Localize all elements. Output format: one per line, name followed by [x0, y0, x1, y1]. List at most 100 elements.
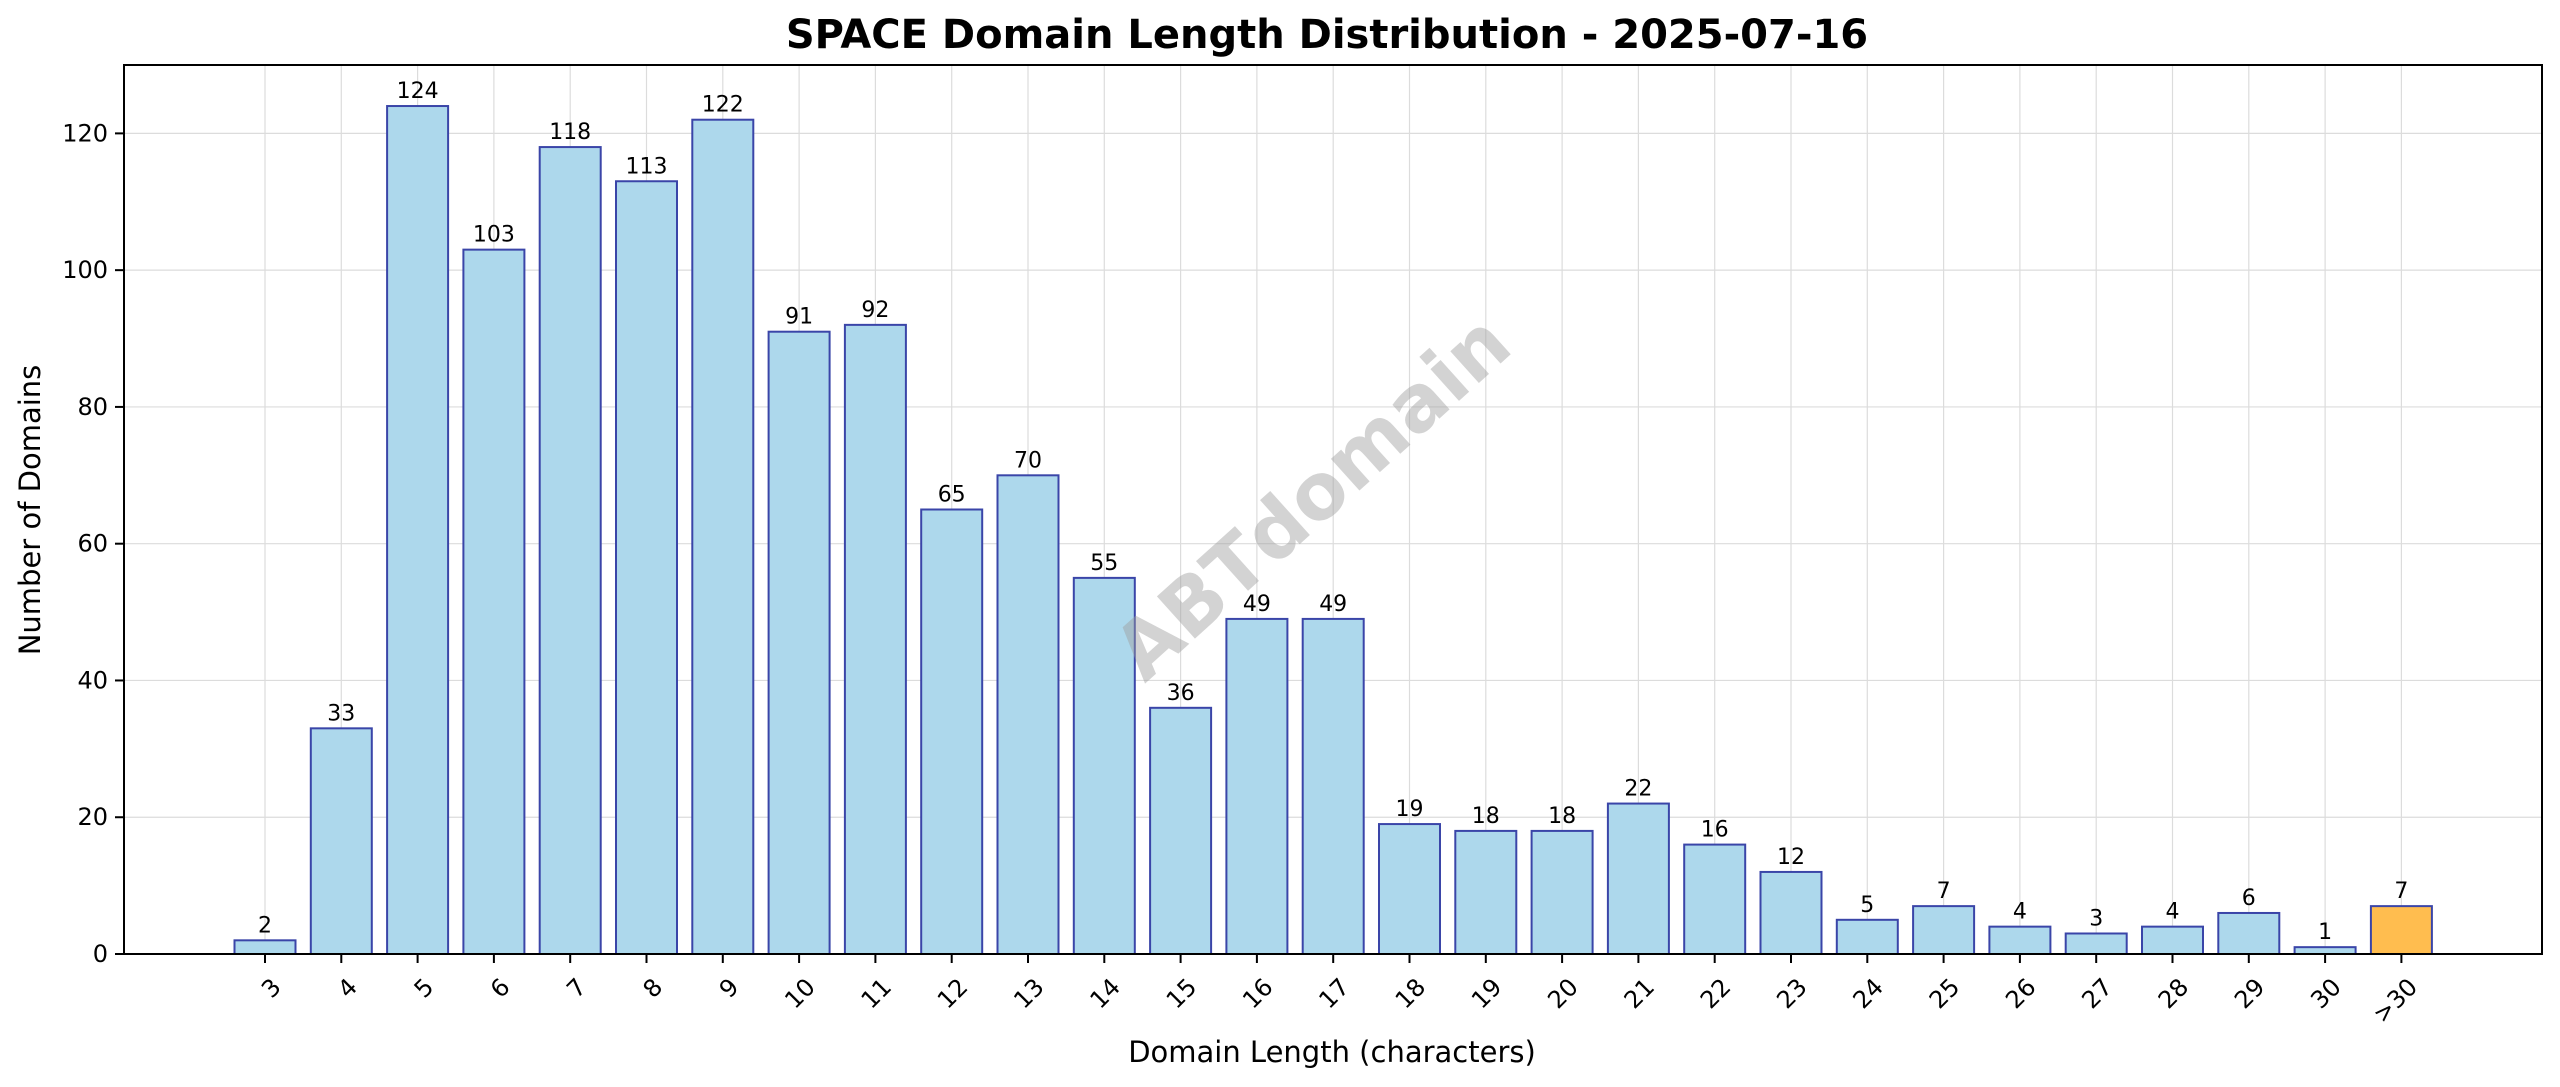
x-tick-label->30: >30 — [2367, 973, 2423, 1029]
data-label-3: 2 — [258, 913, 272, 938]
x-tick-label-5: 5 — [409, 973, 440, 1004]
bar->30 — [2369, 905, 2433, 956]
bar-11 — [843, 323, 907, 956]
x-tick-label-23: 23 — [1771, 973, 1812, 1014]
y-tick-label: 0 — [93, 940, 108, 968]
data-label-21: 22 — [1624, 777, 1652, 802]
bar-20 — [1530, 829, 1594, 956]
bar-22 — [1683, 843, 1747, 955]
data-label-7: 118 — [549, 120, 591, 145]
x-tick-label-17: 17 — [1313, 973, 1354, 1014]
bar-3 — [233, 939, 297, 955]
bars — [233, 105, 2433, 956]
bar-10 — [767, 330, 831, 955]
bar-28 — [2141, 925, 2204, 956]
x-tick-label-3: 3 — [256, 973, 287, 1004]
data-label-17: 49 — [1319, 592, 1347, 617]
data-label-16: 49 — [1243, 592, 1271, 617]
data-label-14: 55 — [1090, 551, 1118, 576]
bar-29 — [2217, 911, 2281, 956]
x-tick-label-27: 27 — [2076, 973, 2117, 1014]
y-axis-ticks: 0 20 40 60 80 100 120 — [62, 119, 124, 968]
x-axis-label: Domain Length (characters) — [1128, 1035, 1536, 1069]
x-tick-label-7: 7 — [561, 973, 592, 1004]
bar-5 — [386, 105, 450, 956]
data-label-8: 113 — [626, 154, 668, 179]
bar-23 — [1759, 870, 1823, 956]
y-axis-label: Number of Domains — [13, 365, 47, 656]
chart-title: SPACE Domain Length Distribution - 2025-… — [786, 12, 1868, 58]
bar-13 — [996, 474, 1060, 955]
x-tick-label-10: 10 — [779, 973, 820, 1014]
x-tick-label-30: 30 — [2305, 973, 2346, 1014]
y-tick-label: 20 — [77, 803, 108, 831]
data-label-5: 124 — [397, 79, 439, 104]
x-tick-label-22: 22 — [1695, 973, 1736, 1014]
bar-27 — [2064, 932, 2128, 956]
data-label-28: 4 — [2166, 900, 2180, 925]
x-tick-label-20: 20 — [1542, 973, 1583, 1014]
data-label-22: 16 — [1701, 818, 1729, 843]
bar-9 — [691, 118, 755, 955]
x-tick-label-25: 25 — [1924, 973, 1965, 1014]
x-tick-label-14: 14 — [1085, 973, 1126, 1014]
bar-17 — [1301, 617, 1365, 956]
data-label-25: 7 — [1937, 879, 1951, 904]
bar-21 — [1606, 802, 1670, 955]
data-label->30: 7 — [2394, 879, 2408, 904]
bar-6 — [462, 248, 526, 955]
data-label-29: 6 — [2242, 886, 2256, 911]
bar-16 — [1225, 617, 1289, 956]
x-tick-label-26: 26 — [2000, 973, 2041, 1014]
y-tick-label: 120 — [62, 119, 108, 147]
x-tick-label-21: 21 — [1619, 973, 1660, 1014]
data-label-13: 70 — [1014, 448, 1042, 473]
bar-18 — [1378, 823, 1441, 955]
data-label-26: 4 — [2013, 900, 2027, 925]
x-tick-label-29: 29 — [2229, 973, 2270, 1014]
y-tick-label: 40 — [77, 666, 108, 694]
x-tick-label-8: 8 — [638, 973, 669, 1004]
x-tick-label-11: 11 — [856, 973, 897, 1014]
bar-30 — [2293, 946, 2357, 956]
data-label-18: 19 — [1396, 797, 1424, 822]
y-tick-label: 60 — [77, 530, 108, 558]
x-tick-label-19: 19 — [1466, 973, 1507, 1014]
data-label-30: 1 — [2318, 920, 2332, 945]
bar-8 — [615, 180, 678, 955]
x-axis-ticks: 3 4 5 6 7 8 9 10 11 12 13 14 15 16 17 18 19 20 21 22 23 24 25 2… — [256, 954, 2423, 1029]
y-tick-label: 80 — [77, 393, 108, 421]
bar-12 — [920, 508, 984, 955]
data-label-20: 18 — [1548, 804, 1576, 829]
x-tick-label-18: 18 — [1390, 973, 1431, 1014]
bar-19 — [1454, 829, 1518, 956]
data-label-11: 92 — [861, 298, 889, 323]
data-label-23: 12 — [1777, 845, 1805, 870]
x-tick-label-13: 13 — [1008, 973, 1049, 1014]
bar-4 — [309, 727, 373, 955]
data-label-4: 33 — [327, 701, 355, 726]
y-tick-label: 100 — [62, 256, 108, 284]
x-tick-label-4: 4 — [332, 973, 363, 1004]
data-label-27: 3 — [2089, 906, 2103, 931]
data-label-6: 103 — [473, 223, 515, 248]
x-tick-label-15: 15 — [1161, 973, 1202, 1014]
data-label-9: 122 — [702, 93, 744, 118]
data-label-10: 91 — [785, 305, 813, 330]
data-label-15: 36 — [1167, 681, 1195, 706]
x-tick-label-12: 12 — [932, 973, 973, 1014]
bar-7 — [538, 146, 602, 956]
data-label-24: 5 — [1860, 893, 1874, 918]
x-tick-label-28: 28 — [2153, 973, 2194, 1014]
plot-frame — [123, 64, 2543, 955]
bar-24 — [1835, 918, 1899, 955]
data-label-12: 65 — [938, 483, 966, 508]
x-tick-label-9: 9 — [714, 973, 745, 1004]
data-label-19: 18 — [1472, 804, 1500, 829]
bar-25 — [1912, 905, 1976, 956]
x-tick-label-16: 16 — [1237, 973, 1278, 1014]
bar-26 — [1988, 925, 2052, 956]
x-tick-label-6: 6 — [485, 973, 516, 1004]
